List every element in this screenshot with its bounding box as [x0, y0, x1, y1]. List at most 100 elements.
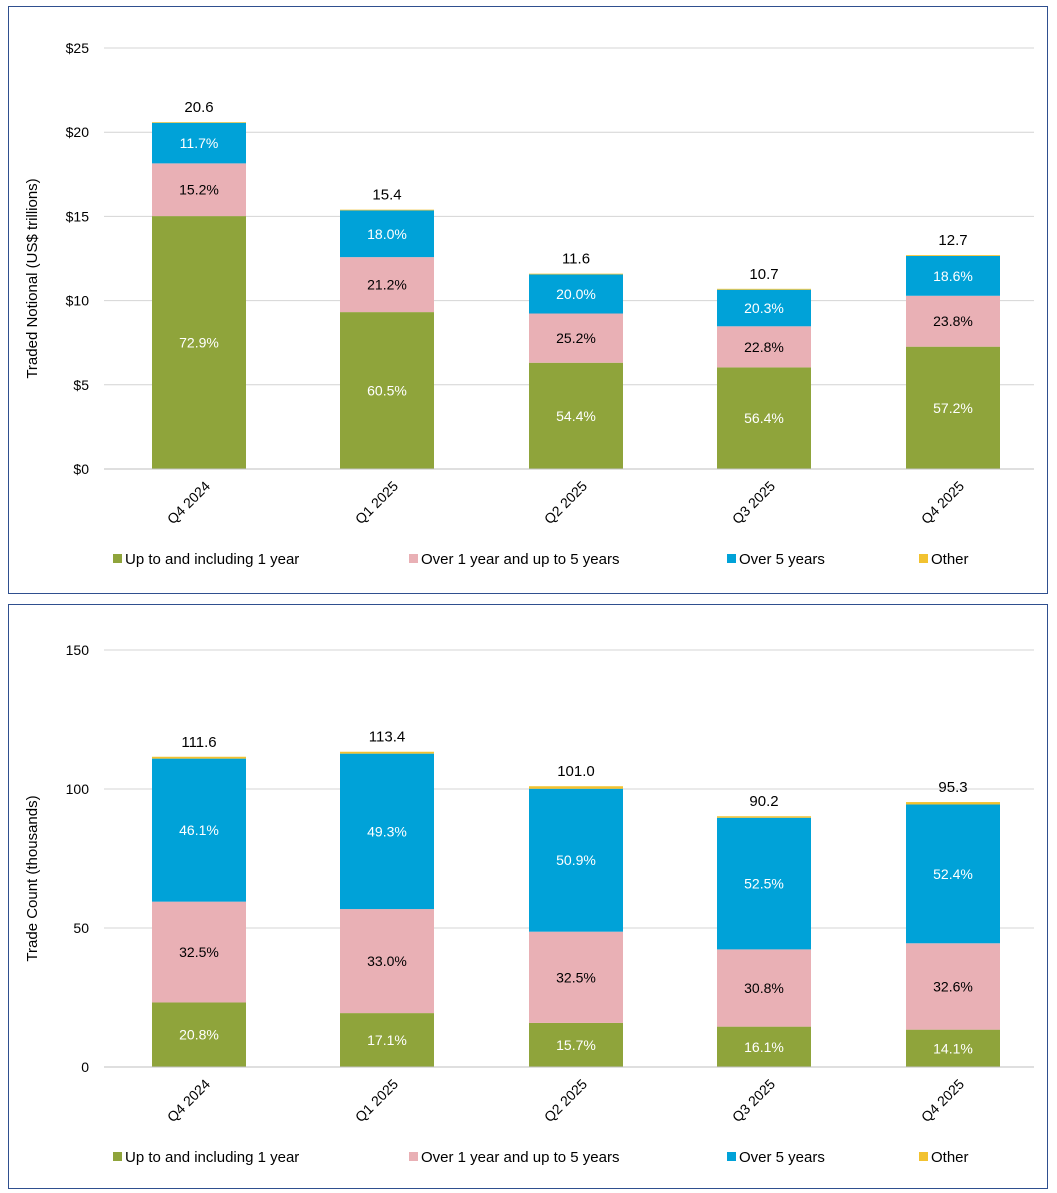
x-tick-label: Q2 2025 — [541, 1076, 590, 1125]
total-label: 90.2 — [749, 793, 778, 810]
legend-item: Other — [919, 1149, 969, 1166]
x-tick-label: Q4 2025 — [918, 1076, 967, 1125]
segment-label: 23.8% — [933, 313, 973, 329]
segment-label: 15.7% — [556, 1037, 596, 1053]
y-axis-title: Traded Notional (US$ trillions) — [24, 178, 41, 378]
bar-segment-notional-1-1 — [152, 216, 246, 469]
bar-segment-count-3-1 — [152, 758, 246, 902]
bar-segment-notional-3-3 — [529, 274, 623, 314]
bar-segment-count-4-1 — [152, 756, 246, 759]
bar-segment-count-2-5 — [906, 943, 1000, 1030]
legend-swatch — [727, 1152, 736, 1161]
bar-segment-count-4-4 — [717, 816, 811, 818]
legend-item: Up to and including 1 year — [113, 551, 299, 568]
bar-segment-notional-1-2 — [340, 312, 434, 469]
segment-label: 33.0% — [367, 953, 407, 969]
legend-item: Over 1 year and up to 5 years — [409, 551, 619, 568]
bar-segment-notional-3-5 — [906, 255, 1000, 296]
segment-label: 49.3% — [367, 823, 407, 839]
legend-label: Over 1 year and up to 5 years — [421, 551, 619, 568]
legend-item: Up to and including 1 year — [113, 1149, 299, 1166]
total-label: 113.4 — [369, 729, 405, 746]
segment-label: 17.1% — [367, 1032, 407, 1048]
y-tick-label: $25 — [66, 40, 90, 56]
legend-item: Over 1 year and up to 5 years — [409, 1149, 619, 1166]
y-tick-label: 150 — [66, 642, 90, 658]
legend-label: Up to and including 1 year — [125, 551, 299, 568]
bar-segment-notional-2-5 — [906, 295, 1000, 347]
y-tick-label: $20 — [66, 124, 90, 140]
legend-swatch — [727, 554, 736, 563]
segment-label: 56.4% — [744, 410, 784, 426]
bar-segment-notional-4-5 — [906, 255, 1000, 256]
trade-count-chart-panel: 0 50 100 150 Trade Count (thousands) 20.8% 32.… — [8, 604, 1048, 1189]
segment-label: 11.7% — [180, 135, 219, 151]
bar-segment-count-2-1 — [152, 901, 246, 1003]
y-axis-title: Trade Count (thousands) — [24, 795, 41, 961]
x-tick-label: Q1 2025 — [352, 478, 401, 527]
legend-label: Over 1 year and up to 5 years — [421, 1149, 619, 1166]
legend-label: Over 5 years — [739, 551, 825, 568]
x-tick-label: Q1 2025 — [352, 1076, 401, 1125]
bar-segment-notional-1-5 — [906, 346, 1000, 469]
x-tick-label: Q4 2024 — [164, 1076, 213, 1125]
segment-label: 32.5% — [556, 969, 596, 985]
segment-label: 20.8% — [179, 1027, 219, 1043]
x-tick-label: Q3 2025 — [729, 1076, 778, 1125]
legend-item: Over 5 years — [727, 1149, 825, 1166]
legend-swatch — [409, 1152, 418, 1161]
bar-segment-count-1-1 — [152, 1002, 246, 1067]
y-tick-label: 100 — [66, 781, 90, 797]
bar-segment-count-1-3 — [529, 1022, 623, 1067]
bar-segment-notional-2-3 — [529, 313, 623, 363]
x-tick-label: Q2 2025 — [541, 478, 590, 527]
bar-segment-notional-2-4 — [717, 326, 811, 368]
legend-swatch — [113, 554, 122, 563]
segment-label: 16.1% — [744, 1039, 784, 1055]
bar-segment-notional-2-1 — [152, 163, 246, 217]
total-label: 101.0 — [557, 763, 595, 780]
segment-label: 57.2% — [933, 400, 973, 416]
legend-swatch — [919, 554, 928, 563]
y-tick-label: $10 — [66, 293, 90, 309]
traded-notional-chart-panel: $0 $5 $10 $15 $20 $25 Traded Notional (US$ tri… — [8, 6, 1048, 594]
segment-label: 52.4% — [933, 866, 973, 882]
trade-count-chart: 0 50 100 150 Trade Count (thousands) 20.8% 32.… — [24, 642, 1034, 1166]
bar-segment-count-1-5 — [906, 1029, 1000, 1067]
legend-item: Other — [919, 551, 969, 568]
legend-label: Over 5 years — [739, 1149, 825, 1166]
segment-label: 52.5% — [744, 876, 784, 892]
segment-label: 18.0% — [367, 226, 407, 242]
bar-segment-notional-4-2 — [340, 209, 434, 211]
legend-label: Other — [931, 551, 969, 568]
bar-segment-notional-4-3 — [529, 273, 623, 275]
total-label: 15.4 — [372, 187, 401, 204]
x-tick-label: Q4 2025 — [918, 478, 967, 527]
segment-label: 20.3% — [744, 300, 784, 316]
y-tick-label: $0 — [73, 461, 89, 477]
total-label: 10.7 — [749, 266, 778, 283]
bar-segment-count-2-3 — [529, 931, 623, 1023]
segment-label: 54.4% — [556, 408, 596, 424]
bar-segment-notional-3-1 — [152, 122, 246, 164]
segment-label: 21.2% — [367, 277, 407, 293]
legend-label: Other — [931, 1149, 969, 1166]
x-tick-label: Q3 2025 — [729, 478, 778, 527]
segment-label: 30.8% — [744, 980, 784, 996]
legend-label: Up to and including 1 year — [125, 1149, 299, 1166]
bar-segment-count-3-5 — [906, 804, 1000, 944]
legend-swatch — [919, 1152, 928, 1161]
bar-segment-count-4-2 — [340, 751, 434, 754]
y-tick-label: 50 — [73, 920, 89, 936]
y-tick-label: $15 — [66, 208, 90, 224]
bar-segment-notional-1-3 — [529, 362, 623, 469]
y-tick-label: 0 — [81, 1059, 89, 1075]
bar-segment-notional-3-4 — [717, 289, 811, 327]
bar-segment-count-4-5 — [906, 802, 1000, 805]
total-label: 20.6 — [184, 99, 213, 116]
segment-label: 18.6% — [933, 268, 973, 284]
total-label: 11.6 — [562, 251, 590, 268]
bar-segment-count-1-4 — [717, 1026, 811, 1067]
y-tick-label: $5 — [73, 377, 89, 393]
segment-label: 32.6% — [933, 978, 973, 994]
